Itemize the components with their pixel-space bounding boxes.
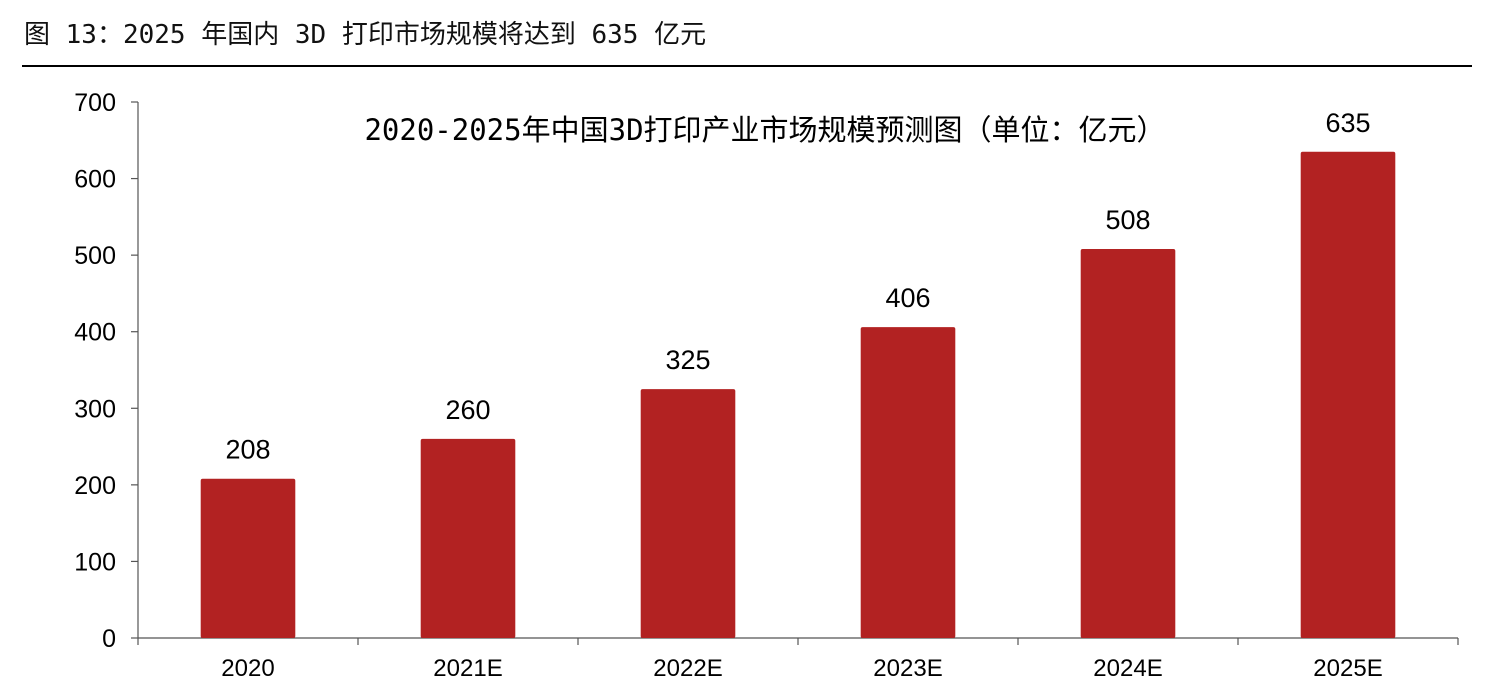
data-label-2020: 208 xyxy=(225,435,270,465)
bar-2021E xyxy=(420,438,516,638)
data-label-2021E: 260 xyxy=(445,395,490,425)
figure-caption: 图 13：2025 年国内 3D 打印市场规模将达到 635 亿元 xyxy=(24,20,707,50)
x-tick-label-2020: 2020 xyxy=(221,655,274,682)
chart-data-labels: 208 260 325 406 508 635 xyxy=(225,108,1370,465)
bar-2025E xyxy=(1300,151,1396,638)
y-tick-label: 500 xyxy=(74,242,116,270)
caption-divider xyxy=(22,65,1472,67)
data-label-2024E: 508 xyxy=(1105,205,1150,235)
y-tick-label: 700 xyxy=(74,89,116,117)
x-tick-label-2024E: 2024E xyxy=(1093,655,1162,682)
y-tick-label: 300 xyxy=(74,395,116,423)
bar-2020 xyxy=(200,478,296,638)
y-tick-label: 100 xyxy=(74,548,116,576)
data-label-2025E: 635 xyxy=(1325,108,1370,138)
bar-2022E xyxy=(640,389,736,638)
y-tick-label: 0 xyxy=(102,625,116,653)
data-label-2023E: 406 xyxy=(885,283,930,313)
bar-2023E xyxy=(860,327,956,638)
x-tick-label-2023E: 2023E xyxy=(873,655,942,682)
x-tick-label-2022E: 2022E xyxy=(653,655,722,682)
bar-2024E xyxy=(1080,249,1176,638)
y-tick-label: 400 xyxy=(74,319,116,347)
data-label-2022E: 325 xyxy=(665,345,710,375)
x-tick-label-2025E: 2025E xyxy=(1313,655,1382,682)
y-tick-label: 200 xyxy=(74,472,116,500)
chart-bars xyxy=(200,151,1396,638)
chart-axes: 0 100 200 300 400 500 600 700 2020 2021E 2022E 2023… xyxy=(74,89,1459,682)
x-tick-label-2021E: 2021E xyxy=(433,655,502,682)
y-tick-label: 600 xyxy=(74,166,116,194)
chart-title: 2020-2025年中国3D打印产业市场规模预测图（单位：亿元） xyxy=(364,113,1165,147)
